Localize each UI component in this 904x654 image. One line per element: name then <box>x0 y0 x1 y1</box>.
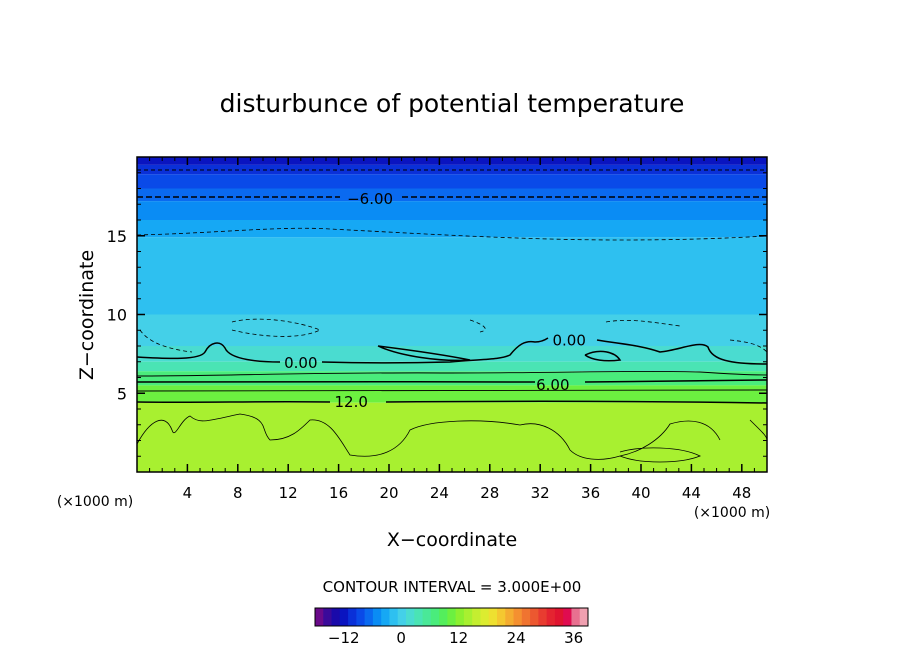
y-axis-unit: (×1000 m) <box>57 494 133 510</box>
colorbar-ticks: −12 0 12 24 36 <box>328 629 583 647</box>
colorbar-swatch-18 <box>463 608 473 626</box>
colorbar-swatch-3 <box>339 608 349 626</box>
x-tick-label-1: 8 <box>233 484 243 502</box>
contour-line-minus3 <box>137 227 767 241</box>
colorbar-swatch-10 <box>397 608 407 626</box>
y-axis-ticks: 5 10 15 <box>107 172 767 457</box>
field-band-5 <box>137 220 767 238</box>
contour-label-0: −6.00 <box>347 190 393 208</box>
chart-title: disturbunce of potential temperature <box>220 89 685 118</box>
colorbar-swatch-13 <box>422 608 432 626</box>
y-tick-label-2: 15 <box>107 227 127 246</box>
x-tick-label-4: 20 <box>379 484 398 502</box>
colorbar-swatch-28 <box>546 608 556 626</box>
colorbar-frame <box>314 607 589 627</box>
contour-line-zero-dashed <box>139 318 767 353</box>
x-tick-label-6: 28 <box>480 484 499 502</box>
contour-line-twelve <box>137 400 767 404</box>
colorbar-swatch-6 <box>364 608 374 626</box>
contour-label-4: 12.0 <box>334 393 367 411</box>
x-tick-label-3: 16 <box>329 484 348 502</box>
colorbar-tick-label-2: 12 <box>449 629 468 647</box>
field-band-8 <box>137 346 767 362</box>
colorbar-swatch-9 <box>389 608 399 626</box>
colorbar-swatch-2 <box>331 608 341 626</box>
colorbar-swatch-15 <box>439 608 448 626</box>
colorbar <box>315 608 589 626</box>
contour-labels: −6.00 0.00 0.00 6.00 12.0 <box>284 190 586 411</box>
colorbar-tick-label-1: 0 <box>396 629 406 647</box>
contour-line-six <box>137 379 767 384</box>
colorbar-swatch-16 <box>447 608 457 626</box>
colorbar-swatch-14 <box>430 608 440 626</box>
colorbar-swatch-29 <box>554 608 564 626</box>
y-tick-label-0: 5 <box>117 384 127 403</box>
field-band-11 <box>137 385 767 403</box>
x-axis-label: X−coordinate <box>387 529 517 551</box>
colorbar-swatch-7 <box>372 608 382 626</box>
colorbar-swatch-4 <box>348 608 357 626</box>
x-tick-label-0: 4 <box>183 484 193 502</box>
x-axis-unit: (×1000 m) <box>694 505 770 521</box>
colorbar-swatch-5 <box>356 608 366 626</box>
x-tick-label-7: 32 <box>531 484 550 502</box>
colorbar-swatch-19 <box>472 608 481 626</box>
colorbar-swatch-22 <box>497 608 506 626</box>
field-band-2 <box>137 174 767 189</box>
y-axis-label: Z−coordinate <box>76 250 98 380</box>
contour-lines <box>137 169 767 463</box>
x-tick-label-5: 24 <box>430 484 449 502</box>
contour-interval-text: CONTOUR INTERVAL = 3.000E+00 <box>323 578 582 596</box>
colorbar-swatch-8 <box>381 608 390 626</box>
field-band-4 <box>137 201 767 220</box>
contour-line-three <box>137 370 767 377</box>
contour-label-2: 0.00 <box>284 354 317 372</box>
colorbar-swatch-27 <box>538 608 548 626</box>
contour-line-nine <box>137 389 767 392</box>
colorbar-swatch-23 <box>505 608 515 626</box>
colorbar-swatch-0 <box>315 608 324 626</box>
field-band-6 <box>137 237 767 315</box>
x-tick-label-8: 36 <box>581 484 600 502</box>
contour-line-zero <box>137 337 767 365</box>
colorbar-swatch-21 <box>488 608 498 626</box>
colorbar-swatch-24 <box>513 608 523 626</box>
x-tick-label-9: 40 <box>631 484 650 502</box>
field-band-9 <box>137 361 767 372</box>
colorbar-swatch-12 <box>414 608 424 626</box>
colorbar-swatch-17 <box>455 608 465 626</box>
colorbar-tick-label-0: −12 <box>328 629 360 647</box>
x-tick-label-10: 44 <box>682 484 701 502</box>
colorbar-swatch-32 <box>579 608 589 626</box>
colorbar-swatch-30 <box>563 608 572 626</box>
colorbar-swatch-20 <box>480 608 490 626</box>
colorbar-swatch-26 <box>530 608 539 626</box>
x-axis-ticks: 4 8 12 16 20 24 28 32 36 40 44 48 <box>149 157 755 502</box>
field-band-3 <box>137 188 767 202</box>
contour-label-1: 0.00 <box>552 332 585 350</box>
colorbar-swatch-1 <box>323 608 333 626</box>
field-band-7 <box>137 314 767 346</box>
colorbar-swatch-31 <box>571 608 581 626</box>
y-tick-label-1: 10 <box>107 306 127 325</box>
colorbar-tick-label-4: 36 <box>564 629 583 647</box>
field-bands <box>137 157 767 472</box>
colorbar-tick-label-3: 24 <box>507 629 526 647</box>
x-tick-label-2: 12 <box>279 484 298 502</box>
contour-label-3: 6.00 <box>536 376 569 394</box>
colorbar-swatch-25 <box>521 608 531 626</box>
x-tick-label-11: 48 <box>732 484 751 502</box>
plot-area: −6.00 0.00 0.00 6.00 12.0 <box>137 157 767 472</box>
colorbar-swatch-11 <box>406 608 415 626</box>
